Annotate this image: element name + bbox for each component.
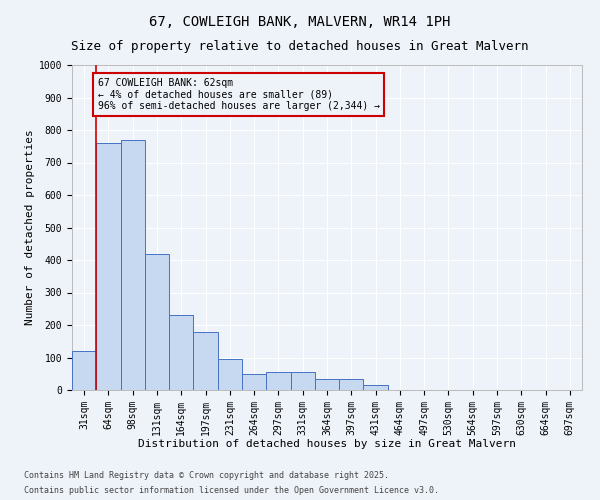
Bar [290, 372, 315, 390]
Bar [364, 385, 388, 390]
Bar [193, 332, 218, 390]
Bar [266, 372, 290, 390]
Bar [169, 316, 193, 390]
X-axis label: Distribution of detached houses by size in Great Malvern: Distribution of detached houses by size … [138, 439, 516, 449]
Bar [145, 254, 169, 390]
Text: 67, COWLEIGH BANK, MALVERN, WR14 1PH: 67, COWLEIGH BANK, MALVERN, WR14 1PH [149, 15, 451, 29]
Bar [96, 143, 121, 390]
Y-axis label: Number of detached properties: Number of detached properties [25, 130, 35, 326]
Text: Contains HM Land Registry data © Crown copyright and database right 2025.: Contains HM Land Registry data © Crown c… [24, 471, 389, 480]
Bar [218, 359, 242, 390]
Bar [121, 140, 145, 390]
Text: Size of property relative to detached houses in Great Malvern: Size of property relative to detached ho… [71, 40, 529, 53]
Bar [339, 378, 364, 390]
Bar [242, 374, 266, 390]
Bar [72, 351, 96, 390]
Text: 67 COWLEIGH BANK: 62sqm
← 4% of detached houses are smaller (89)
96% of semi-det: 67 COWLEIGH BANK: 62sqm ← 4% of detached… [97, 78, 380, 111]
Bar [315, 378, 339, 390]
Text: Contains public sector information licensed under the Open Government Licence v3: Contains public sector information licen… [24, 486, 439, 495]
